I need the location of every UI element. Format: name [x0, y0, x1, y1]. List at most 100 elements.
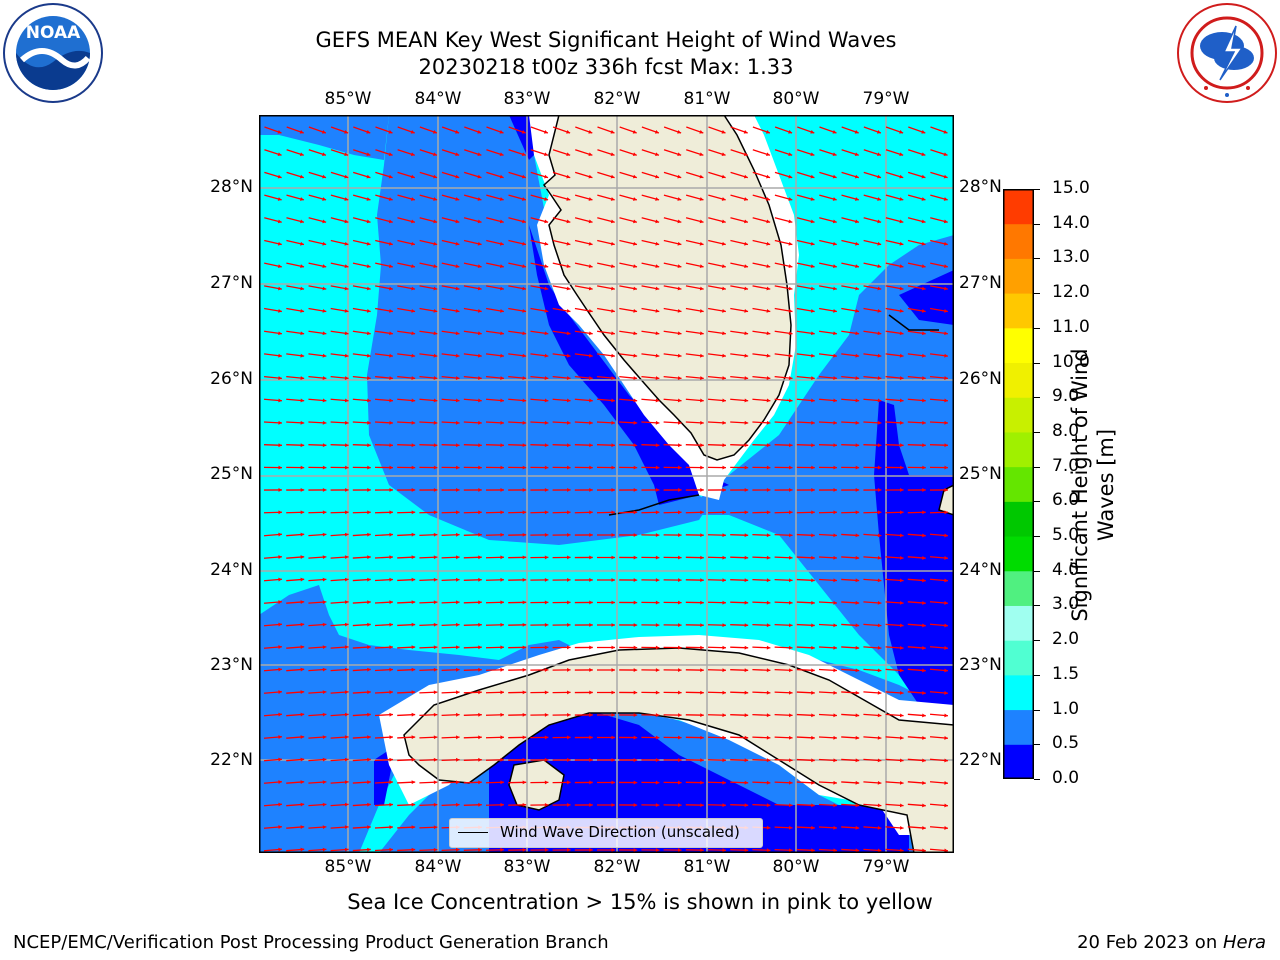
- wind-wave-arrowhead: [433, 825, 438, 830]
- wind-wave-arrowhead: [633, 465, 638, 470]
- wind-wave-arrowhead: [722, 578, 726, 583]
- wind-wave-arrowhead: [477, 129, 482, 134]
- lon-label-bottom-82w: 82°W: [593, 857, 641, 877]
- wind-wave-arrowhead: [300, 577, 305, 582]
- wind-wave-arrowhead: [566, 219, 571, 224]
- wind-wave-arrowhead: [478, 510, 482, 515]
- wind-wave-arrowhead: [521, 129, 526, 134]
- wind-wave-arrowhead: [588, 152, 593, 157]
- wind-wave-arrowhead: [921, 197, 926, 201]
- wind-wave-arrowhead: [611, 465, 615, 470]
- wind-wave-arrowhead: [544, 555, 549, 560]
- wind-wave-arrowhead: [899, 286, 904, 291]
- wind-wave-arrowhead: [278, 510, 282, 515]
- wind-wave-arrowhead: [300, 780, 305, 784]
- wind-wave-arrowhead: [321, 129, 326, 134]
- colorbar-tick-label: 4.0: [1052, 559, 1080, 580]
- wind-wave-arrowhead: [411, 802, 416, 807]
- wind-wave-arrowhead: [345, 488, 349, 492]
- wind-wave-arrowhead: [389, 398, 393, 403]
- wind-wave-arrowhead: [944, 420, 948, 425]
- wind-wave-arrowhead: [854, 197, 859, 201]
- wind-wave-arrowhead: [789, 488, 793, 492]
- wave-field-medium-blue-gulf-strip: [259, 115, 389, 160]
- wind-wave-arrowhead: [811, 398, 815, 403]
- wind-wave-arrowhead: [433, 443, 438, 448]
- wind-wave-arrowhead: [478, 667, 482, 672]
- wind-wave-arrowhead: [611, 713, 615, 717]
- wind-wave-arrowhead: [833, 465, 837, 470]
- wind-wave-arrowhead: [922, 578, 926, 583]
- wind-wave-arrowhead: [389, 376, 393, 380]
- wind-wave-arrowhead: [588, 286, 593, 291]
- wind-wave-arrowhead: [655, 488, 660, 492]
- wind-wave-arrowhead: [900, 488, 904, 492]
- wind-wave-arrowhead: [700, 690, 704, 695]
- lat-label-left-26n: 26°N: [210, 369, 253, 389]
- wind-wave-arrowhead: [877, 353, 882, 358]
- wind-wave-arrowhead: [833, 623, 837, 628]
- wind-wave-arrowhead: [943, 129, 948, 134]
- lon-label-top-84w: 84°W: [414, 89, 462, 109]
- wind-wave-arrowhead: [478, 780, 482, 785]
- wind-wave-arrowhead: [655, 398, 660, 403]
- wind-wave-arrowhead: [411, 241, 415, 246]
- wind-wave-arrowhead: [344, 129, 349, 134]
- wind-wave-arrowhead: [922, 443, 926, 448]
- wind-wave-arrowhead: [345, 443, 349, 448]
- wind-wave-arrowhead: [699, 152, 704, 157]
- wind-wave-arrowhead: [833, 443, 837, 448]
- wind-wave-arrowhead: [855, 825, 860, 830]
- lon-label-top-80w: 80°W: [772, 89, 820, 109]
- wind-wave-arrowhead: [922, 420, 926, 425]
- wind-wave-arrowhead: [411, 645, 416, 650]
- wind-wave-arrowhead: [944, 331, 948, 336]
- wind-wave-arrowhead: [766, 713, 771, 718]
- wind-wave-arrowhead: [567, 578, 571, 582]
- wind-wave-arrowhead: [611, 533, 615, 537]
- wind-wave-arrowhead: [833, 488, 837, 492]
- wind-wave-arrowhead: [589, 578, 593, 582]
- wind-wave-arrowhead: [299, 129, 304, 134]
- wind-wave-arrowhead: [899, 241, 904, 246]
- wind-wave-arrowhead: [855, 510, 860, 515]
- wind-wave-arrowhead: [788, 219, 793, 224]
- wind-wave-arrowhead: [877, 690, 882, 695]
- wind-wave-arrowhead: [456, 532, 460, 537]
- wind-wave-arrowhead: [700, 780, 704, 785]
- wind-wave-arrowhead: [855, 555, 860, 560]
- wind-wave-arrowhead: [567, 533, 571, 537]
- wind-wave-arrowhead: [900, 510, 904, 515]
- wind-wave-arrowhead: [678, 533, 682, 538]
- wind-wave-arrowhead: [944, 826, 948, 830]
- lon-label-top-82w: 82°W: [593, 89, 641, 109]
- wind-wave-arrowhead: [278, 690, 282, 694]
- wind-wave-arrowhead: [433, 398, 438, 403]
- wind-wave-arrowhead: [344, 645, 349, 650]
- wind-wave-arrowhead: [500, 420, 504, 425]
- colorbar-tick-label: 9.0: [1052, 386, 1080, 407]
- wind-wave-arrowhead: [855, 578, 860, 583]
- wind-wave-arrowhead: [611, 309, 615, 313]
- wind-wave-arrowhead: [500, 577, 504, 582]
- wind-wave-arrowhead: [944, 848, 948, 853]
- wind-wave-arrowhead: [766, 309, 771, 313]
- wind-wave-arrowhead: [278, 488, 282, 492]
- wind-wave-arrowhead: [833, 398, 837, 403]
- wind-wave-arrowhead: [433, 331, 438, 336]
- map-panel[interactable]: Wind Wave Direction (unscaled): [259, 115, 954, 853]
- wind-wave-arrowhead: [522, 847, 527, 852]
- wind-wave-arrowhead: [744, 443, 749, 448]
- footer-credit: NCEP/EMC/Verification Post Processing Pr…: [13, 932, 609, 953]
- wind-wave-arrowhead: [899, 780, 904, 785]
- wind-wave-arrowhead: [944, 286, 948, 291]
- wind-wave-arrowhead: [589, 420, 593, 425]
- wind-wave-arrowhead: [278, 780, 282, 784]
- wind-wave-arrowhead: [522, 241, 526, 246]
- wind-wave-arrowhead: [522, 488, 527, 492]
- wind-wave-arrowhead: [278, 376, 282, 380]
- wind-wave-arrowhead: [522, 264, 527, 269]
- wind-wave-arrowhead: [944, 465, 948, 470]
- wind-wave-arrowhead: [788, 690, 793, 695]
- wind-wave-arrowhead: [388, 129, 393, 134]
